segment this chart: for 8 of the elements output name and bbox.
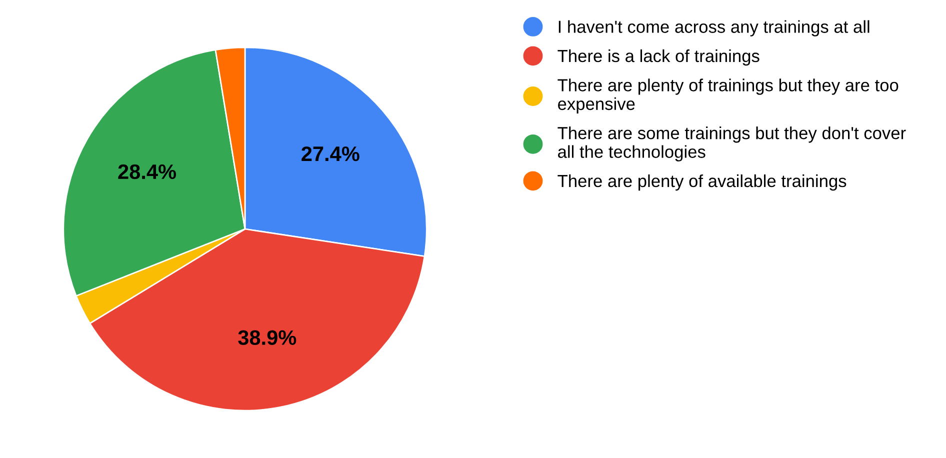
- legend-label: There are some trainings but they don't cover all the technologies: [558, 126, 906, 162]
- legend-label: I haven't come across any trainings at all: [558, 20, 870, 36]
- legend-label: There are plenty of available trainings: [558, 174, 846, 191]
- legend-label: There are plenty of trainings but they are too expensive: [558, 78, 898, 114]
- data-label: 38.9%: [238, 330, 296, 346]
- legend-label: There is a lack of trainings: [558, 49, 760, 66]
- data-label: 27.4%: [302, 146, 360, 162]
- data-label: 28.4%: [118, 164, 176, 180]
